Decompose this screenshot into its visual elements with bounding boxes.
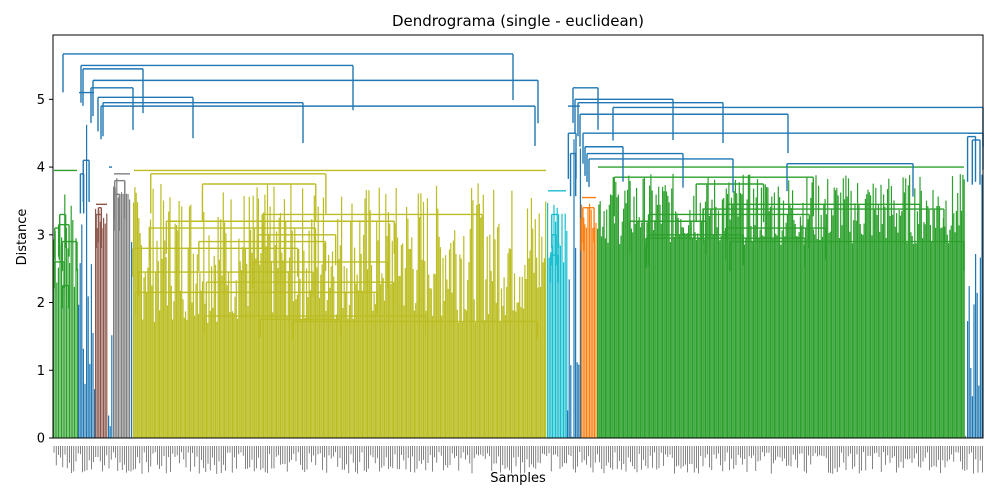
y-tick-label: 3 (37, 228, 45, 243)
y-axis: 0 1 2 3 4 5 (37, 93, 53, 447)
cluster-9 (580, 196, 597, 438)
cluster-10 (596, 166, 965, 438)
dendrogram-links (52, 53, 984, 438)
cluster-6 (132, 169, 547, 438)
plot-frame (52, 34, 984, 439)
y-tick-label: 4 (37, 161, 45, 176)
y-axis-label: Distance (15, 209, 30, 266)
cluster-7 (546, 190, 568, 438)
cluster-4 (112, 173, 131, 438)
y-tick-label: 1 (37, 364, 45, 379)
x-axis-label: Samples (490, 471, 546, 486)
cluster-1 (77, 91, 96, 438)
chart-title: Dendrograma (single - euclidean) (392, 12, 644, 30)
cluster-8 (566, 105, 582, 438)
cluster-2 (94, 203, 108, 438)
y-tick-label: 0 (37, 432, 45, 447)
cluster-12 (966, 132, 983, 438)
x-tick-labels (53, 446, 983, 474)
y-tick-label: 5 (37, 93, 45, 108)
cluster-3 (107, 166, 113, 438)
y-tick-label: 2 (37, 296, 45, 311)
cluster-0 (52, 169, 79, 438)
